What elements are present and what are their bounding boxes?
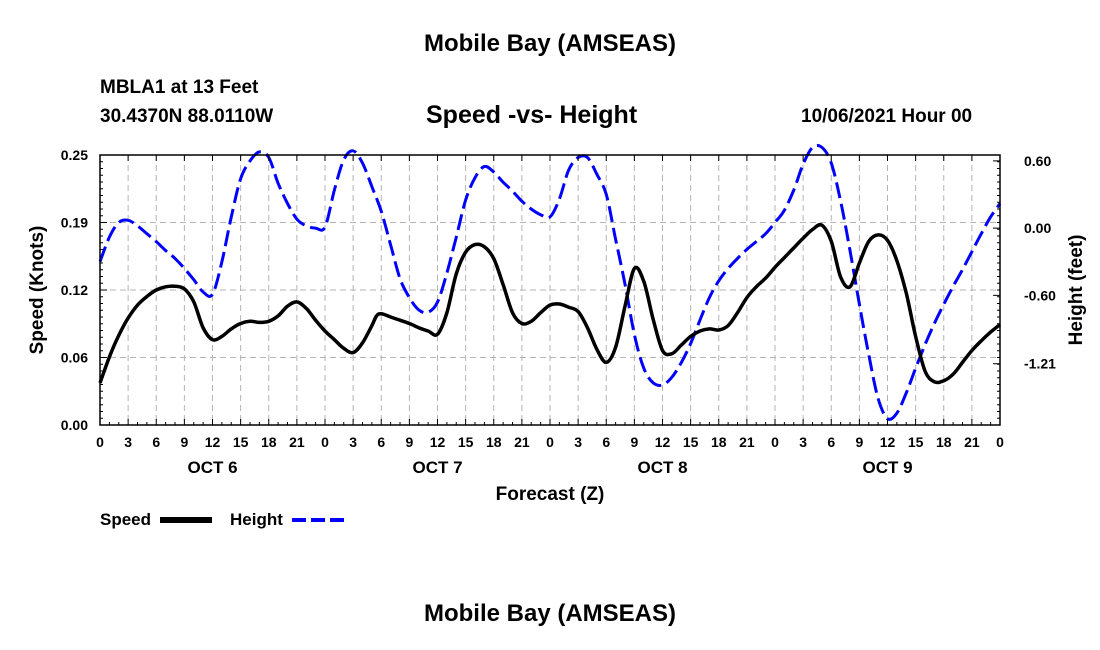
x-tick-label: 3 bbox=[124, 434, 132, 450]
run-time-label: 10/06/2021 Hour 00 bbox=[801, 106, 973, 127]
x-tick-label: 12 bbox=[205, 434, 221, 450]
y-right-tick-label: -0.60 bbox=[1024, 287, 1056, 303]
y-axis-label-left: Speed (Knots) bbox=[27, 226, 48, 355]
x-tick-label: 0 bbox=[996, 434, 1004, 450]
x-axis-label: Forecast (Z) bbox=[496, 484, 605, 505]
legend: Speed Height bbox=[100, 510, 344, 529]
x-tick-label: 15 bbox=[458, 434, 474, 450]
series-line-height bbox=[98, 143, 1002, 421]
day-label: OCT 6 bbox=[187, 458, 237, 477]
y-left-tick-label: 0.19 bbox=[61, 215, 88, 231]
day-label: OCT 8 bbox=[637, 458, 687, 477]
x-tick-label: 15 bbox=[233, 434, 249, 450]
y-left-tick-label: 0.00 bbox=[61, 417, 88, 433]
x-tick-label: 0 bbox=[771, 434, 779, 450]
coordinates-label: 30.4370N 88.0110W bbox=[100, 106, 274, 127]
day-label: OCT 7 bbox=[412, 458, 462, 477]
legend-label-height: Height bbox=[230, 510, 283, 529]
y-axis-right: 0.60 0.00 -0.60 -1.21 bbox=[993, 153, 1056, 372]
legend-label-speed: Speed bbox=[100, 510, 151, 529]
x-tick-label: 9 bbox=[630, 434, 638, 450]
x-tick-label: 21 bbox=[514, 434, 530, 450]
y-left-tick-label: 0.06 bbox=[61, 350, 88, 366]
chart-title-bottom: Mobile Bay (AMSEAS) bbox=[423, 600, 677, 627]
x-tick-label: 3 bbox=[799, 434, 807, 450]
x-tick-label: 6 bbox=[377, 434, 385, 450]
x-tick-label: 18 bbox=[936, 434, 952, 450]
x-tick-label: 9 bbox=[855, 434, 863, 450]
y-right-tick-label: -1.21 bbox=[1024, 356, 1056, 372]
x-tick-label: 15 bbox=[683, 434, 699, 450]
station-label: MBLA1 at 13 Feet bbox=[100, 77, 259, 98]
x-tick-label: 6 bbox=[152, 434, 160, 450]
x-tick-label: 6 bbox=[602, 434, 610, 450]
x-tick-label: 21 bbox=[739, 434, 755, 450]
chart-subtitle: Speed -vs- Height bbox=[426, 101, 638, 129]
x-tick-label: 15 bbox=[908, 434, 924, 450]
y-right-tick-label: 0.60 bbox=[1024, 153, 1051, 169]
x-tick-label: 0 bbox=[96, 434, 104, 450]
y-left-tick-label: 0.25 bbox=[61, 147, 88, 163]
x-tick-label: 21 bbox=[964, 434, 980, 450]
x-tick-label: 12 bbox=[430, 434, 446, 450]
y-left-tick-label: 0.12 bbox=[61, 282, 88, 298]
x-axis: 0 3 6 9 12 15 18 21 0 3 6 9 12 15 18 21 0 3 6 9 12 15 18 21 0 3 6 9… bbox=[96, 155, 1004, 477]
x-tick-label: 9 bbox=[180, 434, 188, 450]
y-right-tick-label: 0.00 bbox=[1024, 220, 1051, 236]
y-axis-label-right: Height (feet) bbox=[1066, 235, 1087, 346]
x-tick-label: 0 bbox=[546, 434, 554, 450]
x-tick-label: 3 bbox=[574, 434, 582, 450]
x-tick-label: 6 bbox=[827, 434, 835, 450]
day-label: OCT 9 bbox=[862, 458, 912, 477]
y-axis-left: 0.00 0.06 0.12 0.19 0.25 bbox=[61, 147, 107, 433]
x-tick-label: 18 bbox=[711, 434, 727, 450]
x-tick-label: 12 bbox=[655, 434, 671, 450]
series-layer bbox=[98, 143, 1002, 421]
x-tick-label: 18 bbox=[261, 434, 277, 450]
x-tick-label: 12 bbox=[880, 434, 896, 450]
chart-title-top: Mobile Bay (AMSEAS) bbox=[423, 30, 677, 57]
series-line-speed bbox=[98, 222, 1002, 385]
x-tick-label: 3 bbox=[349, 434, 357, 450]
x-tick-label: 0 bbox=[321, 434, 329, 450]
x-tick-label: 21 bbox=[289, 434, 305, 450]
x-tick-label: 9 bbox=[405, 434, 413, 450]
x-tick-label: 18 bbox=[486, 434, 502, 450]
